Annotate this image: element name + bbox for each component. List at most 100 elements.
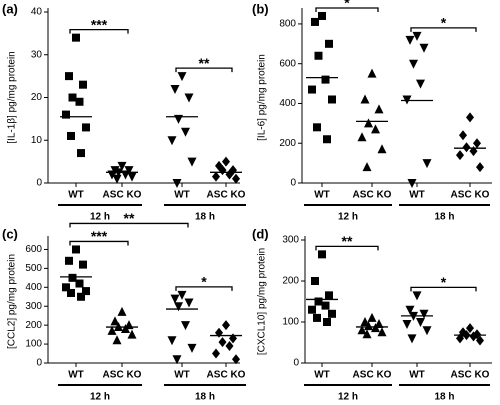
x-tick-label: ASC KO (207, 370, 246, 381)
x-tick-label: ASC KO (353, 370, 392, 381)
point (422, 326, 432, 336)
significance-bracket (315, 245, 379, 251)
y-tick-label: 400 (279, 98, 296, 109)
point (469, 331, 478, 342)
point (308, 305, 316, 314)
point (77, 292, 85, 301)
point (364, 118, 373, 128)
significance-label: ** (124, 210, 135, 226)
significance-bracket (410, 286, 477, 292)
y-axis-label: [IL-6] pg/mg protein (257, 54, 268, 141)
x-tick-label: WT (409, 370, 425, 381)
x-tick-label: ASC KO (103, 370, 142, 381)
y-tick-label: 400 (25, 282, 42, 293)
point (402, 320, 412, 330)
point (67, 288, 75, 297)
significance-label: * (344, 0, 350, 11)
point (184, 298, 194, 308)
point (313, 123, 321, 132)
point (72, 33, 80, 42)
point (170, 84, 180, 94)
y-axis-label: [CCL2] pg/mg protein (7, 254, 18, 349)
point (362, 162, 372, 172)
point (222, 320, 230, 331)
point (177, 290, 187, 300)
point (177, 72, 187, 82)
point (174, 302, 183, 312)
y-tick-label: 0 (36, 358, 42, 369)
y-tick-label: 100 (282, 317, 299, 328)
point (232, 354, 240, 365)
x-tick-label: WT (314, 370, 330, 381)
significance-label: * (441, 15, 447, 31)
y-tick-label: 0 (36, 178, 42, 189)
significance-bracket (69, 240, 129, 246)
point (112, 174, 122, 184)
point (412, 31, 422, 41)
point (79, 260, 87, 269)
point (476, 162, 484, 173)
x-tick-label: WT (174, 190, 190, 201)
point (225, 340, 234, 351)
point (367, 312, 377, 322)
significance-bracket (69, 222, 189, 228)
panel: (a) [IL-1β] pg/mg protein 0 10 20 30 40 WT ASC K… (2, 1, 246, 223)
panel: (c) [CCL2] pg/mg protein 0 100 200 300 400 500 6… (2, 210, 246, 403)
point (362, 329, 372, 339)
point (321, 75, 330, 84)
group-label: 12 h (338, 212, 358, 223)
y-axis-label: [CXCL10] pg/mg protein (257, 248, 268, 355)
point (121, 323, 130, 333)
y-tick-label: 0 (290, 178, 296, 189)
point (371, 323, 380, 333)
point (357, 325, 367, 335)
y-tick-label: 300 (25, 301, 42, 312)
point (167, 136, 177, 146)
point (117, 306, 127, 316)
point (110, 316, 120, 326)
point (405, 35, 415, 45)
significance-label: *** (91, 16, 108, 32)
point (377, 144, 387, 154)
y-tick-label: 100 (25, 339, 42, 350)
y-tick-label: 300 (282, 235, 299, 246)
point (212, 348, 220, 359)
y-tick-label: 800 (279, 19, 296, 30)
point (416, 318, 425, 327)
point (364, 321, 373, 331)
significance-bracket (69, 29, 129, 34)
point (112, 335, 122, 345)
group-label: 18 h (434, 212, 454, 223)
significance-label: ** (342, 233, 353, 249)
point (321, 301, 330, 310)
group-label: 18 h (195, 392, 215, 403)
point (187, 157, 197, 167)
x-tick-label: ASC KO (103, 190, 142, 201)
point (218, 337, 227, 348)
panel: (d) [CXCL10] pg/mg protein 0 100 200 300 WT ASC… (252, 226, 492, 403)
point (419, 309, 429, 319)
point (407, 334, 417, 344)
significance-label: * (201, 274, 207, 290)
point (325, 291, 333, 300)
y-axis-label: [IL-1β] pg/mg protein (7, 51, 18, 143)
point (407, 179, 417, 188)
point (232, 173, 240, 184)
point (82, 287, 90, 296)
point (328, 309, 336, 318)
y-tick-label: 200 (279, 138, 296, 149)
point (72, 245, 80, 254)
point (62, 110, 70, 119)
point (311, 17, 319, 26)
panel: (b) [IL-6] pg/mg protein 0 200 400 600 800 WT AS… (252, 0, 492, 223)
point (367, 68, 377, 78)
point (172, 179, 182, 188)
point (311, 277, 319, 285)
point (360, 94, 370, 104)
point (466, 323, 474, 334)
point (314, 51, 323, 60)
y-tick-label: 0 (293, 358, 299, 369)
y-tick-label: 10 (31, 135, 43, 146)
point (419, 43, 429, 53)
significance-label: *** (91, 228, 108, 244)
